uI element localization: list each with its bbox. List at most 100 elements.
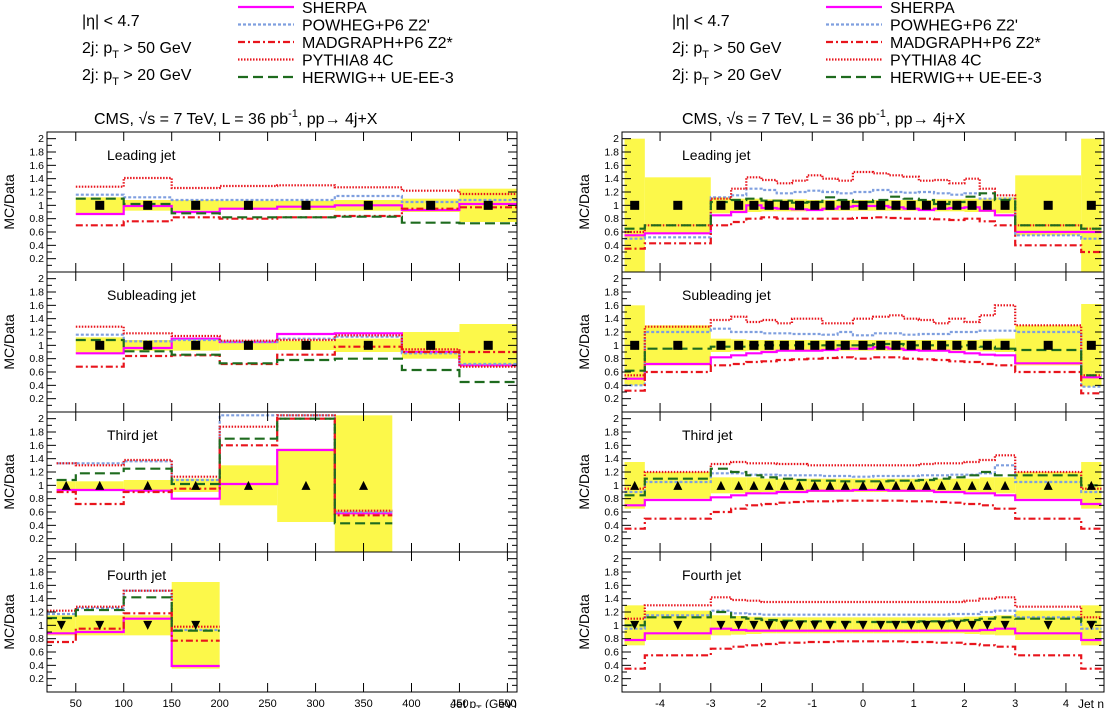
data-point — [906, 200, 916, 210]
y-tick-label: 2 — [38, 133, 44, 145]
series-line-2 — [624, 216, 1102, 254]
data-point — [921, 200, 931, 210]
panel-label: Subleading jet — [107, 287, 196, 303]
data-point — [673, 620, 683, 630]
y-tick-label: 1 — [613, 340, 619, 352]
cut-leading: 2j: pT > 50 GeV — [82, 40, 192, 61]
panel-label: Third jet — [682, 427, 733, 443]
data-point — [191, 480, 201, 490]
y-axis-title: MC/Data — [576, 174, 592, 229]
y-tick-label: 0.4 — [604, 660, 619, 672]
panel-0: 0.20.40.6 0.811.2 1.41.61.8 2 MC/Data Leading… — [576, 131, 1105, 273]
y-tick-label: 0.8 — [604, 353, 619, 365]
data-point — [810, 340, 820, 350]
data-point — [61, 480, 71, 490]
data-point — [630, 620, 640, 630]
data-point — [143, 340, 153, 350]
data-point — [749, 620, 759, 630]
x-tick-label: 150 — [163, 698, 181, 708]
y-tick-label: 2 — [613, 413, 619, 425]
panel-label: Subleading jet — [682, 287, 771, 303]
right-header: |η| < 4.7 2j: pT > 50 GeV 2j: pT > 20 Ge… — [672, 0, 1042, 128]
y-tick-label: 0.4 — [604, 380, 619, 392]
data-point — [952, 480, 962, 490]
data-point — [95, 340, 105, 350]
data-point — [967, 620, 977, 630]
y-tick-label: 1 — [38, 340, 44, 352]
data-point — [779, 340, 789, 350]
y-tick-label: 0.4 — [29, 660, 44, 672]
data-point — [921, 620, 931, 630]
data-point — [840, 620, 850, 630]
data-point — [891, 340, 901, 350]
y-axis-title: MC/Data — [1, 594, 17, 649]
data-point — [937, 480, 947, 490]
legend-label: HERWIG++ UE-EE-3 — [890, 70, 1042, 87]
y-tick-label: 1.8 — [29, 147, 44, 159]
y-axis-title: MC/Data — [576, 594, 592, 649]
data-point — [825, 620, 835, 630]
data-point — [673, 340, 683, 350]
y-tick-label: 0.6 — [604, 367, 619, 379]
data-point — [764, 480, 774, 490]
legend-label: SHERPA — [302, 0, 367, 17]
y-tick-label: 1.2 — [29, 327, 44, 339]
series-line-3 — [624, 304, 1102, 377]
y-tick-label: 0.2 — [604, 253, 619, 265]
data-point — [967, 200, 977, 210]
y-tick-label: 1.4 — [604, 173, 619, 185]
data-point — [95, 200, 105, 210]
y-tick-label: 0.4 — [29, 380, 44, 392]
panel-1: 0.20.40.6 0.811.2 1.41.61.8 2 MC/Data Sublead… — [1, 271, 518, 413]
x-tick-label: 100 — [115, 698, 133, 708]
series-line-3 — [624, 454, 1102, 490]
data-point — [952, 340, 962, 350]
series-line-3 — [75, 176, 517, 196]
x-tick-label: 300 — [306, 698, 324, 708]
cms-label-right: CMS, √s = 7 TeV, L = 36 pb-1, pp→ 4j+X — [682, 108, 966, 128]
data-point — [749, 340, 759, 350]
series-line-0 — [624, 488, 1102, 507]
panel-3: 0.20.40.6 0.811.2 1.41.61.8 2 MC/Data Fourth … — [576, 551, 1105, 693]
series-line-3 — [56, 414, 393, 512]
y-tick-label: 1.8 — [29, 567, 44, 579]
legend-label: POWHEG+P6 Z2' — [302, 18, 430, 35]
y-tick-label: 0.2 — [29, 253, 44, 265]
data-point — [795, 480, 805, 490]
data-point — [810, 200, 820, 210]
series-line-1 — [624, 609, 1102, 630]
data-point — [243, 340, 253, 350]
legend-label: PYTHIA8 4C — [302, 53, 394, 70]
x-tick-label: 200 — [210, 698, 228, 708]
y-tick-label: 1.4 — [29, 313, 44, 325]
data-point — [858, 200, 868, 210]
y-tick-label: 1.8 — [604, 567, 619, 579]
data-point — [359, 480, 369, 490]
x-tick-label: 50 — [70, 698, 82, 708]
cut-other: 2j: pT > 20 GeV — [82, 67, 192, 88]
data-point — [876, 480, 886, 490]
y-tick-label: 1.8 — [604, 147, 619, 159]
y-tick-label: 0.6 — [604, 227, 619, 239]
y-tick-label: 2 — [38, 553, 44, 565]
data-point — [191, 620, 201, 630]
series-line-4 — [47, 596, 220, 632]
y-tick-label: 1.2 — [604, 607, 619, 619]
data-point — [921, 480, 931, 490]
y-tick-label: 0.6 — [29, 367, 44, 379]
data-point — [749, 480, 759, 490]
data-point — [876, 200, 886, 210]
series-line-1 — [624, 187, 1102, 240]
x-tick-label: 4 — [1063, 698, 1069, 708]
y-tick-label: 2 — [38, 413, 44, 425]
x-tick-label: 400 — [402, 698, 420, 708]
data-point — [1086, 480, 1096, 490]
data-point — [858, 480, 868, 490]
data-point — [858, 340, 868, 350]
y-tick-label: 1 — [38, 620, 44, 632]
y-tick-label: 0.2 — [29, 393, 44, 405]
data-point — [891, 480, 901, 490]
x-tick-label: 450 — [450, 698, 468, 708]
data-point — [630, 480, 640, 490]
